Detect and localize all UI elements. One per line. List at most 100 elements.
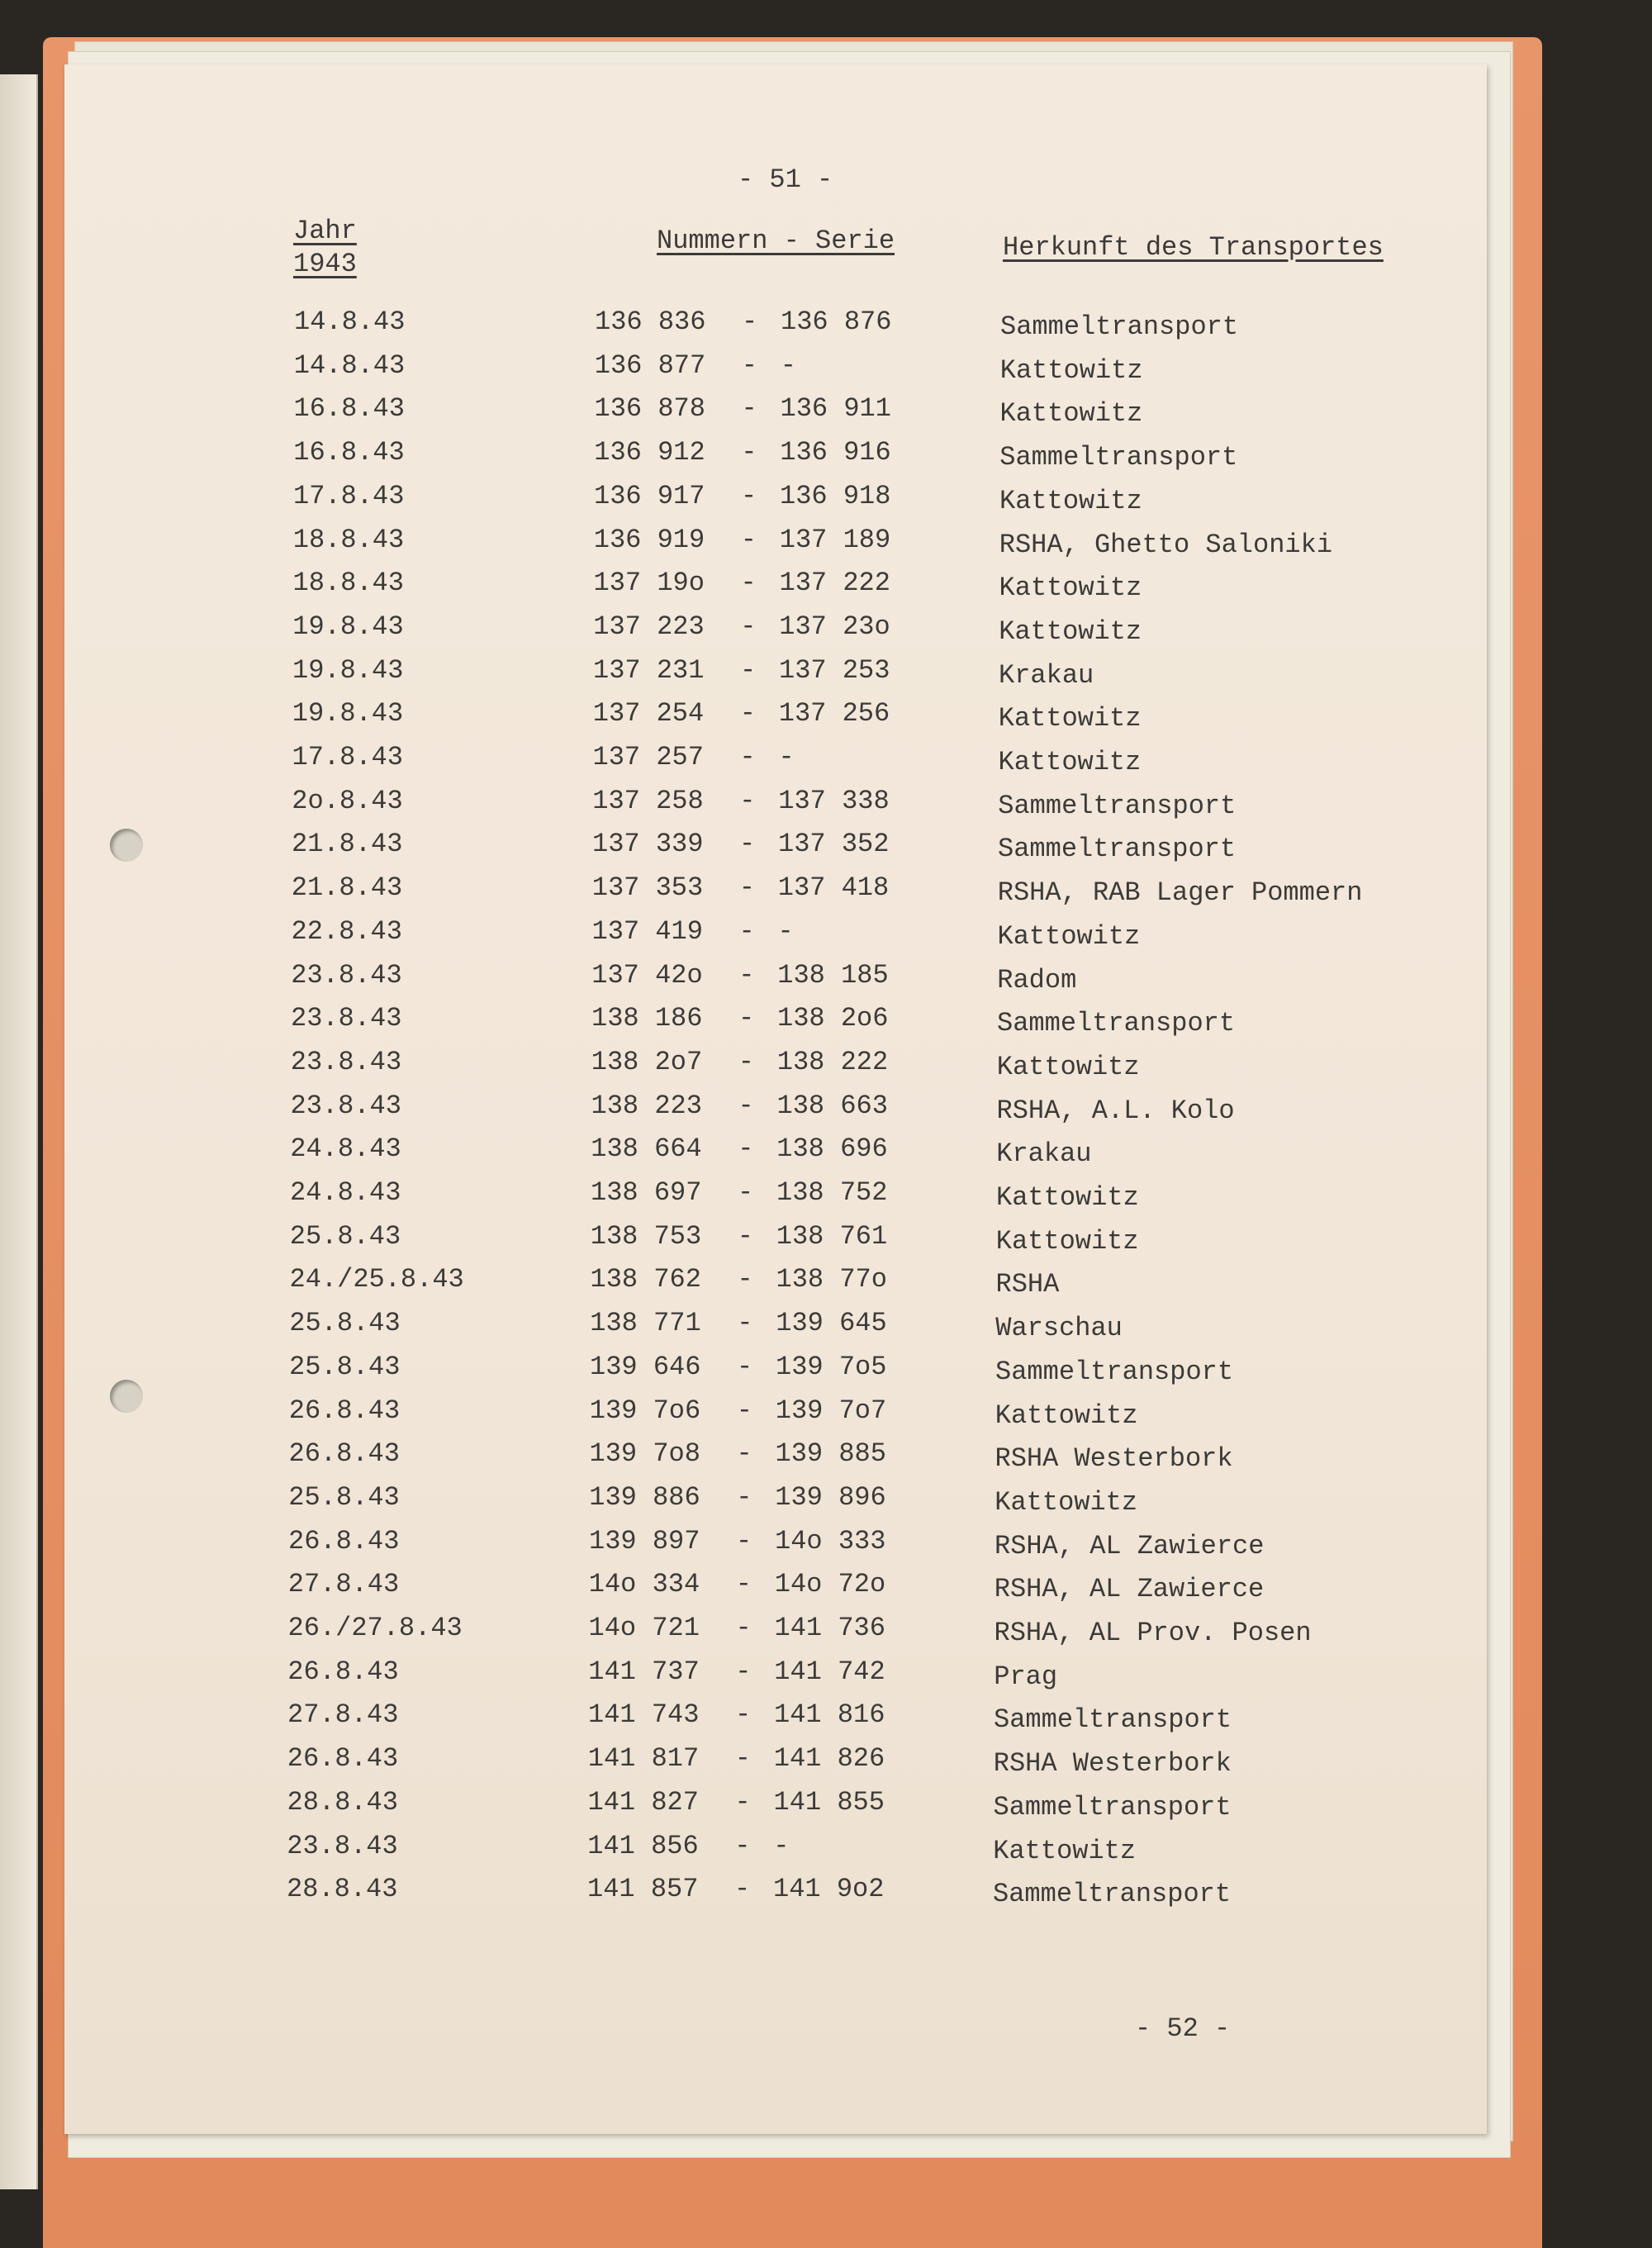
row-dash: -: [738, 1003, 755, 1034]
adjacent-page-edge: [0, 74, 38, 2189]
row-number-to: 138 752: [776, 1177, 888, 1208]
row-origin: Kattowitz: [999, 615, 1142, 647]
row-origin: RSHA Westerbork: [995, 1443, 1233, 1475]
row-number-to: 138 2o6: [777, 1003, 889, 1034]
punch-hole: [110, 1380, 143, 1413]
row-date: 19.8.43: [292, 654, 404, 686]
row-number-to: 137 189: [779, 524, 891, 555]
row-number-from: 138 753: [590, 1220, 702, 1252]
row-date: 27.8.43: [287, 1569, 400, 1600]
row-date: 25.8.43: [289, 1220, 401, 1252]
row-number-to: 141 855: [773, 1786, 885, 1818]
document-page: - 51 - Jahr 1943 Nummern - Serie Herkunf…: [64, 64, 1487, 2134]
row-dash: -: [738, 959, 755, 991]
row-date: 17.8.43: [292, 742, 403, 772]
row-origin: RSHA, AL Zawierce: [994, 1574, 1265, 1605]
row-origin: Kattowitz: [996, 1182, 1139, 1213]
row-origin: RSHA, AL Zawierce: [995, 1530, 1265, 1561]
row-number-from: 136 836: [595, 307, 706, 337]
row-date: 23.8.43: [290, 1046, 402, 1077]
row-number-from: 138 697: [591, 1177, 702, 1208]
row-number-from: 14o 334: [588, 1569, 700, 1600]
row-date: 23.8.43: [291, 959, 402, 991]
row-dash: -: [741, 349, 757, 381]
row-number-to: 136 876: [781, 307, 892, 337]
row-number-to: 138 77o: [776, 1264, 887, 1295]
row-date: 21.8.43: [291, 872, 403, 904]
row-origin: Warschau: [995, 1313, 1123, 1344]
row-date: 28.8.43: [287, 1786, 398, 1818]
row-date: 23.8.43: [287, 1830, 398, 1861]
row-date: 19.8.43: [292, 698, 404, 730]
row-date: 24.8.43: [290, 1177, 401, 1208]
row-dash: -: [738, 1090, 754, 1121]
row-number-to: 141 9o2: [773, 1874, 885, 1905]
row-date: 16.8.43: [293, 437, 405, 468]
row-date: 21.8.43: [292, 829, 403, 860]
row-number-to: 14o 72o: [774, 1569, 886, 1600]
row-origin: RSHA, AL Prov. Posen: [994, 1618, 1312, 1648]
row-number-to: 137 418: [777, 872, 890, 904]
row-dash: -: [737, 1351, 753, 1382]
row-origin: Sammeltransport: [998, 790, 1237, 821]
row-number-from: 138 2o7: [591, 1046, 703, 1077]
row-dash: -: [736, 1395, 752, 1426]
row-origin: Kattowitz: [995, 1225, 1139, 1257]
row-dash: -: [735, 1656, 752, 1687]
row-number-to: 137 338: [778, 785, 890, 816]
row-date: 28.8.43: [287, 1874, 398, 1905]
row-number-to: -: [777, 915, 794, 947]
row-number-from: 141 743: [588, 1699, 700, 1731]
row-dash: -: [738, 915, 755, 947]
row-number-to: 136 911: [780, 393, 891, 425]
row-number-from: 137 42o: [591, 959, 703, 991]
row-number-to: 137 256: [778, 698, 890, 730]
row-number-to: -: [780, 349, 796, 381]
row-dash: -: [742, 307, 758, 337]
row-number-from: 141 856: [587, 1830, 699, 1861]
row-dash: -: [738, 1134, 754, 1165]
row-origin: Krakau: [996, 1138, 1092, 1170]
row-origin: Kattowitz: [998, 703, 1142, 734]
row-number-from: 138 223: [591, 1090, 702, 1121]
row-date: 26.8.43: [287, 1743, 399, 1775]
row-number-to: 139 885: [775, 1438, 886, 1470]
row-number-to: 138 663: [776, 1090, 888, 1121]
header-year-value: 1943: [293, 249, 357, 279]
row-number-to: 138 185: [777, 959, 889, 991]
row-dash: -: [736, 1525, 752, 1556]
row-origin: Kattowitz: [998, 747, 1142, 777]
row-number-from: 137 353: [591, 872, 704, 904]
row-origin: RSHA: [995, 1269, 1060, 1300]
row-number-from: 138 771: [590, 1308, 701, 1339]
row-number-from: 141 827: [587, 1786, 699, 1818]
row-date: 23.8.43: [290, 1090, 401, 1121]
row-number-from: 137 339: [592, 829, 704, 860]
row-number-to: -: [778, 742, 795, 772]
row-origin: Kattowitz: [999, 485, 1142, 516]
row-origin: Kattowitz: [996, 1051, 1140, 1082]
row-dash: -: [740, 524, 757, 555]
row-date: 14.8.43: [293, 349, 406, 381]
row-date: 26.8.43: [288, 1438, 400, 1470]
header-numbers: Nummern - Serie: [657, 226, 895, 256]
row-number-to: 138 222: [776, 1046, 889, 1077]
header-origin: Herkunft des Transportes: [1003, 232, 1384, 263]
row-number-to: 139 7o7: [775, 1395, 887, 1426]
row-number-from: 137 254: [592, 698, 705, 730]
row-number-from: 139 897: [589, 1525, 700, 1556]
row-number-to: 14o 333: [775, 1525, 886, 1556]
row-date: 2o.8.43: [292, 785, 403, 816]
row-origin: RSHA, RAB Lager Pommern: [997, 877, 1363, 909]
row-dash: -: [740, 568, 757, 599]
row-dash: -: [740, 611, 757, 642]
row-number-to: 141 826: [773, 1743, 885, 1775]
row-number-from: 136 917: [594, 480, 705, 511]
row-origin: Sammeltransport: [995, 1356, 1234, 1387]
row-number-from: 141 817: [587, 1743, 700, 1775]
row-origin: Kattowitz: [997, 920, 1141, 952]
row-origin: Sammeltransport: [998, 834, 1237, 865]
row-dash: -: [736, 1481, 752, 1513]
row-number-to: 139 7o5: [776, 1351, 887, 1382]
row-number-to: 139 645: [776, 1308, 887, 1339]
